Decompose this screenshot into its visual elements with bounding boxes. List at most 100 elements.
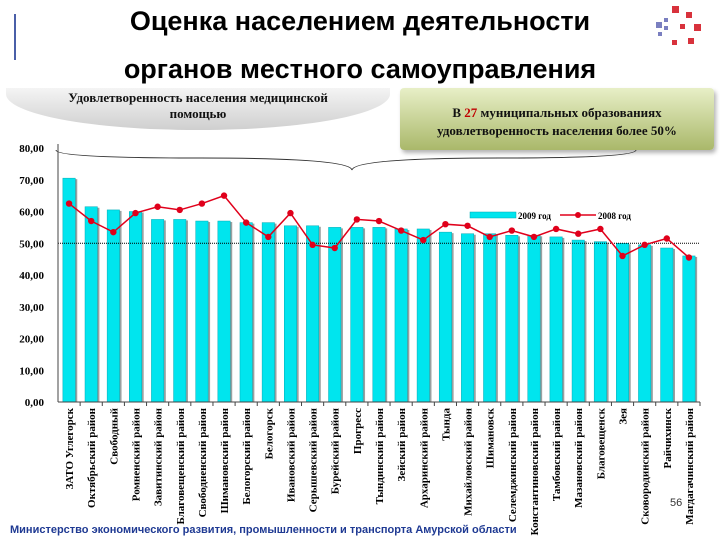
x-tick-label: ЗАТО Углегорск — [64, 407, 76, 489]
bar-2009 — [106, 209, 120, 403]
x-tick-label: Михайловский район — [463, 407, 475, 515]
point-2008 — [375, 217, 383, 225]
point-2008 — [685, 254, 693, 261]
bar-2009 — [306, 225, 320, 403]
point-2008 — [575, 230, 582, 237]
bar-2009 — [438, 231, 452, 403]
x-tick-label: Октябрьский район — [86, 407, 98, 508]
point-2008 — [331, 244, 338, 252]
bar-2009 — [682, 255, 696, 403]
bar-2009 — [571, 239, 585, 403]
bar-2009 — [350, 227, 364, 403]
x-tick-label: Белогорск — [263, 407, 275, 459]
x-tick-label: Мазановский район — [573, 407, 585, 508]
x-tick-label: Константиновский район — [529, 407, 541, 535]
bar-2009 — [660, 247, 674, 403]
x-tick-label: Тындинский район — [374, 407, 386, 504]
point-2008 — [552, 225, 560, 233]
point-2008 — [597, 225, 604, 233]
bar-2009 — [416, 228, 430, 403]
x-tick-label: Бурейский район — [330, 407, 342, 494]
footer-ministry: Министерство экономического развития, пр… — [10, 524, 517, 536]
x-tick-label: Серышевский район — [308, 407, 320, 512]
bar-2009 — [394, 228, 408, 403]
x-tick-label: Благовещенский район — [175, 407, 187, 524]
bar-2009 — [483, 233, 497, 403]
point-2008 — [198, 200, 206, 207]
x-tick-label: Тамбовский район — [551, 407, 563, 501]
y-tick-label: 40,00 — [19, 270, 44, 282]
bar-2009 — [217, 220, 231, 403]
point-2008 — [641, 241, 648, 249]
bar-2009 — [328, 227, 342, 403]
bar-2009 — [372, 227, 386, 403]
x-tick-label: Ромненский район — [130, 407, 142, 501]
x-tick-label: Белогорский район — [241, 407, 253, 504]
bar-2009 — [616, 243, 629, 403]
point-2008 — [287, 209, 294, 217]
y-tick-label: 10,00 — [19, 365, 44, 377]
x-tick-label: Ивановский район — [285, 407, 297, 502]
point-2008 — [464, 222, 471, 229]
point-2008 — [486, 233, 493, 241]
legend-label-2008: 2008 год — [598, 211, 631, 221]
x-tick-label: Зейский район — [396, 407, 408, 481]
bar-2009 — [195, 220, 209, 403]
bar-2009 — [173, 219, 187, 403]
x-tick-label: Свободный — [108, 407, 120, 464]
y-tick-label: 80,00 — [19, 143, 44, 155]
x-tick-label: Прогресс — [352, 408, 364, 454]
legend-marker-2008 — [575, 212, 581, 218]
point-2008 — [420, 236, 427, 244]
y-tick-label: 70,00 — [19, 175, 44, 187]
x-tick-label: Райчихинск — [662, 407, 674, 468]
point-2008 — [242, 219, 250, 226]
point-2008 — [530, 233, 538, 241]
bar-2009 — [84, 206, 98, 403]
bar-2009 — [151, 219, 165, 403]
x-tick-label: Шимановский район — [219, 407, 231, 513]
x-tick-label: Зея — [618, 408, 630, 425]
bar-2009 — [593, 241, 607, 403]
callout-summary: В 27 муниципальных образованиях удовлетв… — [400, 88, 714, 150]
point-2008 — [110, 228, 117, 236]
callout-left-line1: Удовлетворенность населения медицинской — [68, 90, 328, 105]
point-2008 — [353, 216, 361, 223]
x-tick-label: Благовещенск — [595, 407, 607, 479]
y-tick-label: 50,00 — [19, 238, 44, 250]
point-2008 — [88, 217, 95, 225]
point-2008 — [265, 233, 272, 241]
bar-2009 — [129, 211, 142, 403]
y-tick-label: 30,00 — [19, 302, 44, 314]
x-tick-label: Свободненский район — [197, 407, 209, 517]
x-tick-label: Шимановск — [485, 407, 497, 468]
chart-brace — [55, 149, 637, 171]
page-title-line1: Оценка населением деятельности — [129, 6, 591, 36]
y-tick-label: 60,00 — [19, 207, 44, 219]
point-2008 — [65, 200, 73, 207]
x-tick-label: Тында — [440, 408, 452, 441]
bar-2009 — [461, 233, 475, 403]
point-2008 — [309, 241, 316, 249]
bar-2009 — [62, 177, 76, 403]
legend-swatch-2009 — [469, 211, 517, 219]
point-2008 — [442, 221, 449, 228]
point-2008 — [397, 227, 405, 234]
bar-2009 — [549, 236, 563, 403]
legend-label-2009: 2009 год — [518, 211, 551, 221]
point-2008 — [154, 203, 161, 210]
y-tick-label: 0,00 — [25, 397, 45, 409]
bar-2009 — [283, 225, 297, 403]
x-tick-label: Завитинский район — [153, 407, 165, 506]
x-tick-label: Селемджинский район — [507, 407, 519, 522]
point-2008 — [663, 235, 670, 242]
point-2008 — [619, 252, 626, 260]
title-accent-bar — [14, 14, 16, 60]
dots-logo-icon — [656, 6, 701, 45]
bar-2009 — [239, 222, 253, 403]
x-tick-label: Магдагачинский район — [684, 407, 696, 524]
y-tick-label: 20,00 — [19, 334, 44, 346]
callout-suffix: муниципальных образованиях — [477, 105, 662, 120]
bar-2009 — [527, 235, 541, 403]
